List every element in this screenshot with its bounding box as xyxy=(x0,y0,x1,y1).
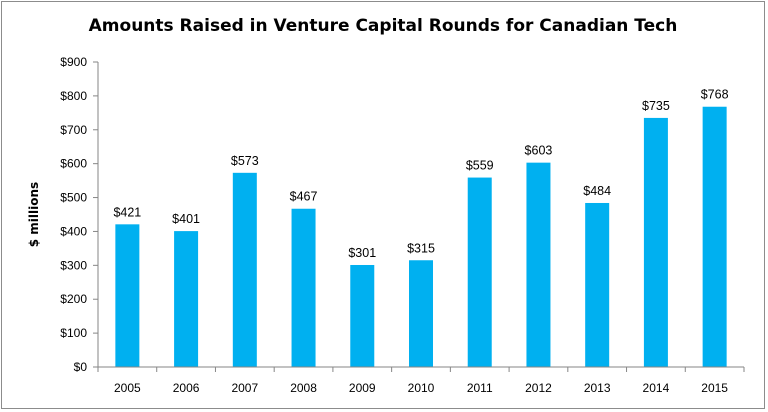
y-tick-label: $300 xyxy=(60,258,87,272)
bar-2013 xyxy=(585,202,610,367)
data-label-2012: $603 xyxy=(525,144,553,158)
bar-2014 xyxy=(643,117,668,368)
y-tick-label: $100 xyxy=(60,326,87,340)
x-tick-label: 2006 xyxy=(173,381,200,395)
data-label-2010: $315 xyxy=(407,241,435,255)
bar-2011 xyxy=(467,177,492,367)
y-axis-ticks: $0 $100 $200 $300 $400 $500 $600 $700 $800 $900 xyxy=(60,55,98,374)
data-label-2014: $735 xyxy=(642,99,670,113)
x-tick-label: 2010 xyxy=(408,381,435,395)
data-label-2013: $484 xyxy=(583,184,611,198)
bars xyxy=(115,106,727,368)
x-tick-label: 2013 xyxy=(584,381,611,395)
x-tick-label: 2008 xyxy=(290,381,317,395)
bar-2015 xyxy=(702,106,727,367)
x-tick-label: 2009 xyxy=(349,381,376,395)
bar-2009 xyxy=(350,264,375,367)
y-tick-label: $0 xyxy=(74,360,88,374)
data-label-2008: $467 xyxy=(290,190,318,204)
bar-2005 xyxy=(115,224,140,367)
data-label-2011: $559 xyxy=(466,159,494,173)
data-label-2009: $301 xyxy=(348,246,376,260)
data-labels: $421 $401 $573 $467 $301 $315 $559 $603 $484 $735… xyxy=(113,88,728,260)
data-label-2007: $573 xyxy=(231,154,259,168)
y-axis-label: $ millions xyxy=(27,182,41,247)
x-axis-ticks: 2005 2006 2007 2008 2009 2010 2011 2012 2013 2014… xyxy=(97,367,745,395)
bar-2006 xyxy=(174,231,199,367)
data-label-2005: $421 xyxy=(113,205,141,219)
x-tick-label: 2014 xyxy=(643,381,670,395)
bar-2007 xyxy=(232,172,257,367)
bar-2008 xyxy=(291,208,316,367)
y-tick-label: $800 xyxy=(60,89,87,103)
y-tick-label: $900 xyxy=(60,55,87,69)
y-tick-label: $200 xyxy=(60,292,87,306)
bar-2010 xyxy=(409,260,433,367)
x-tick-label: 2012 xyxy=(525,381,552,395)
y-tick-label: $600 xyxy=(60,157,87,171)
y-tick-label: $700 xyxy=(60,123,87,137)
y-tick-label: $500 xyxy=(60,191,87,205)
x-tick-label: 2011 xyxy=(467,381,493,395)
data-label-2015: $768 xyxy=(701,88,729,102)
x-tick-label: 2015 xyxy=(701,381,728,395)
data-label-2006: $401 xyxy=(172,212,200,226)
x-tick-label: 2007 xyxy=(231,381,258,395)
x-tick-label: 2005 xyxy=(114,381,141,395)
y-tick-label: $400 xyxy=(60,224,87,238)
bar-2012 xyxy=(526,162,551,367)
chart-title: Amounts Raised in Venture Capital Rounds… xyxy=(88,16,678,36)
